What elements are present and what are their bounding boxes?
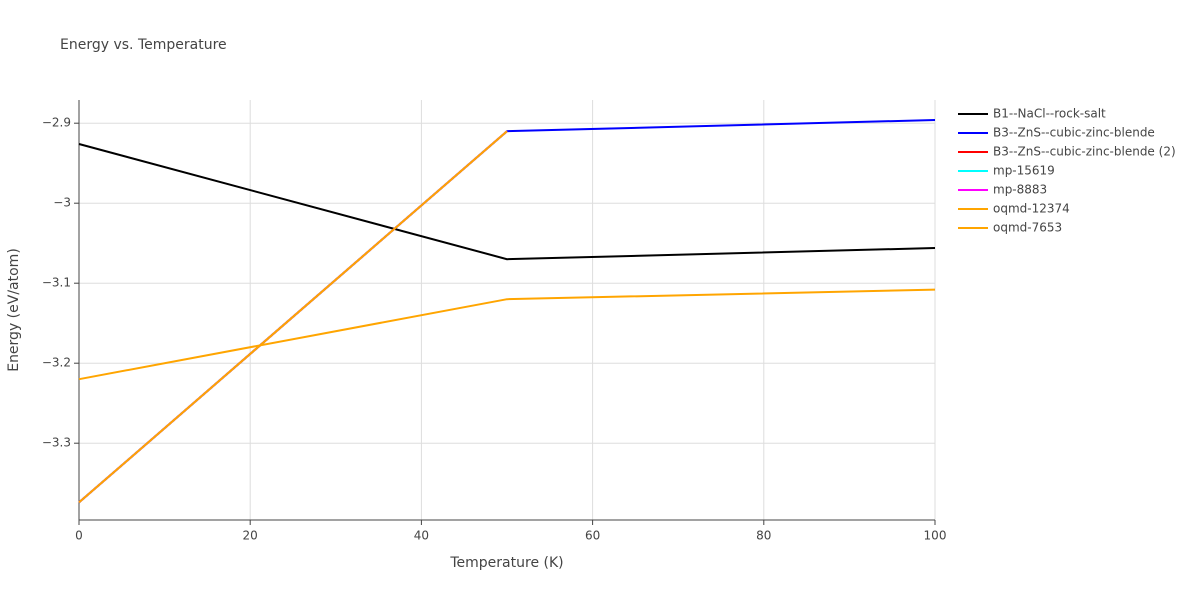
x-tick-label: 60 — [585, 529, 600, 543]
legend-label: mp-15619 — [993, 164, 1055, 178]
y-tick-label: −3.1 — [42, 276, 71, 290]
y-tick-label: −2.9 — [42, 116, 71, 130]
series-line — [78, 288, 936, 381]
legend-label: B1--NaCl--rock-salt — [993, 107, 1106, 121]
legend-label: oqmd-12374 — [993, 202, 1070, 216]
x-tick-label: 80 — [756, 529, 771, 543]
y-tick-label: −3.2 — [42, 356, 71, 370]
x-tick-label: 40 — [414, 529, 429, 543]
x-tick-label: 20 — [243, 529, 258, 543]
series-line — [78, 119, 936, 504]
y-tick-label: −3.3 — [42, 436, 71, 450]
legend-label: B3--ZnS--cubic-zinc-blende — [993, 126, 1155, 140]
chart-title: Energy vs. Temperature — [60, 37, 227, 53]
y-tick-label: −3 — [53, 196, 71, 210]
series-line — [78, 143, 936, 261]
legend-label: mp-8883 — [993, 183, 1047, 197]
x-axis-title: Temperature (K) — [449, 555, 563, 571]
x-tick-label: 0 — [75, 529, 83, 543]
legend-label: oqmd-7653 — [993, 221, 1062, 235]
series-line — [78, 130, 508, 504]
legend-label: B3--ZnS--cubic-zinc-blende (2) — [993, 145, 1176, 159]
x-tick-label: 100 — [924, 529, 947, 543]
y-axis-title: Energy (eV/atom) — [6, 248, 22, 372]
